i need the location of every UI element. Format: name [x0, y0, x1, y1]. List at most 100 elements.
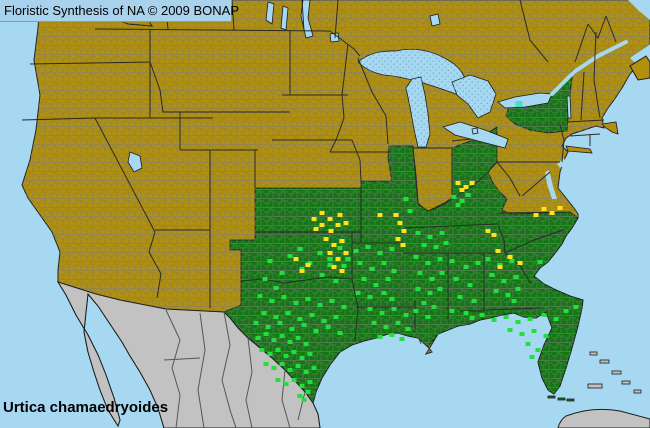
county-marker — [381, 291, 387, 295]
long-island — [565, 145, 593, 154]
county-marker — [417, 271, 423, 275]
county-marker — [317, 251, 323, 255]
county-marker — [427, 291, 433, 295]
county-marker — [361, 277, 367, 281]
county-marker — [455, 203, 461, 207]
county-marker — [401, 229, 407, 233]
county-marker — [429, 277, 435, 281]
county-marker — [381, 261, 387, 265]
county-marker — [299, 356, 305, 360]
county-marker — [415, 231, 421, 235]
county-marker — [337, 213, 343, 217]
county-marker — [421, 243, 427, 247]
county-marker — [321, 319, 327, 323]
county-marker — [367, 295, 373, 299]
lake-champlain — [566, 95, 572, 119]
county-marker — [399, 337, 405, 341]
county-marker — [299, 384, 305, 388]
county-marker — [327, 251, 333, 255]
county-marker — [287, 368, 293, 372]
county-marker — [287, 254, 293, 258]
county-marker — [563, 309, 569, 313]
lake-erie — [442, 121, 509, 149]
county-marker — [479, 313, 485, 317]
county-marker — [339, 269, 345, 273]
county-marker — [491, 233, 497, 237]
county-marker — [317, 303, 323, 307]
county-marker — [267, 352, 273, 356]
county-marker — [311, 366, 317, 370]
county-marker — [463, 265, 469, 269]
county-marker — [377, 251, 383, 255]
county-marker — [413, 309, 419, 313]
county-marker — [407, 209, 413, 213]
county-marker — [369, 267, 375, 271]
county-marker — [279, 362, 285, 366]
county-marker — [333, 279, 339, 283]
county-marker — [383, 325, 389, 329]
county-marker — [261, 311, 267, 315]
county-marker — [377, 213, 383, 217]
county-marker — [491, 318, 497, 322]
lake-winnipegosis — [265, 1, 275, 25]
county-marker — [415, 287, 421, 291]
county-marker — [355, 291, 361, 295]
lake-nipigon — [429, 13, 441, 27]
county-marker — [469, 316, 475, 320]
county-marker — [515, 320, 521, 324]
county-marker — [453, 277, 459, 281]
county-marker — [257, 294, 263, 298]
st-lawrence-river — [550, 40, 628, 96]
county-marker — [309, 313, 315, 317]
county-marker — [293, 301, 299, 305]
county-marker — [341, 264, 347, 268]
county-marker — [541, 313, 547, 317]
county-marker — [327, 217, 333, 221]
bay-of-fundy — [630, 44, 650, 64]
state-borders-west — [21, 0, 549, 308]
county-marker — [449, 309, 455, 313]
county-marker — [271, 366, 277, 370]
county-marker — [531, 329, 537, 333]
county-marker — [405, 327, 411, 331]
county-marker — [287, 340, 293, 344]
title-bar: Floristic Synthesis of NA © 2009 BONAP — [0, 0, 239, 22]
county-marker — [301, 323, 307, 327]
county-marker — [319, 273, 325, 277]
county-marker — [343, 221, 349, 225]
chesapeake-bay — [545, 170, 557, 199]
county-marker — [389, 297, 395, 301]
bays — [545, 0, 650, 199]
county-marker — [439, 231, 445, 235]
mississippi-river — [389, 151, 422, 345]
county-marker — [285, 311, 291, 315]
county-marker — [343, 251, 349, 255]
county-marker — [367, 307, 373, 311]
county-marker — [511, 299, 517, 303]
state-borders-east — [413, 15, 617, 197]
nova-scotia — [629, 55, 650, 81]
county-marker — [295, 336, 301, 340]
county-marker — [327, 263, 333, 267]
county-marker — [335, 257, 341, 261]
county-marker — [513, 275, 519, 279]
county-marker — [403, 313, 409, 317]
county-marker — [341, 305, 347, 309]
county-marker — [397, 221, 403, 225]
county-marker — [451, 195, 457, 199]
county-marker — [400, 243, 406, 247]
county-marker — [557, 206, 563, 210]
state-borders-south — [240, 145, 571, 342]
county-marker — [459, 199, 465, 203]
county-marker — [459, 188, 465, 192]
county-marker — [425, 261, 431, 265]
county-adventive-layer — [515, 101, 523, 107]
county-marker — [269, 299, 275, 303]
county-marker — [271, 338, 277, 342]
lake-ontario — [497, 92, 553, 109]
county-marker — [293, 257, 299, 261]
county-marker — [373, 283, 379, 287]
county-marker — [469, 181, 475, 185]
